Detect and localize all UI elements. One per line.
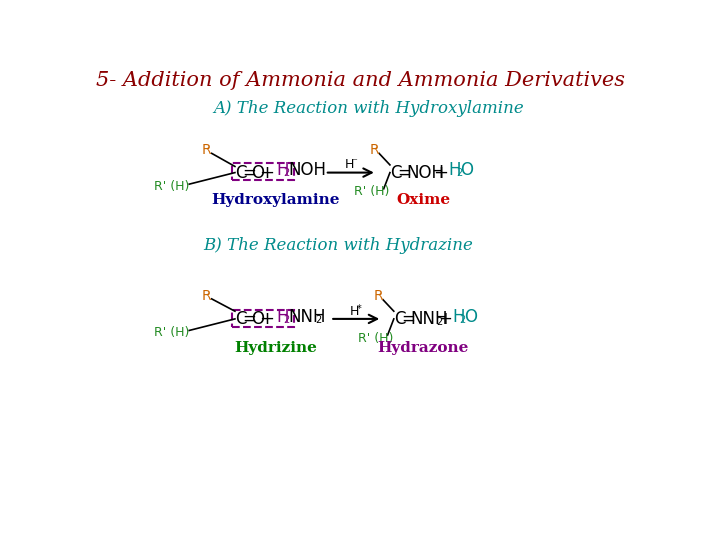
Text: =: = xyxy=(402,310,415,328)
Text: R: R xyxy=(374,289,383,303)
Text: NOH: NOH xyxy=(289,161,326,179)
Text: C: C xyxy=(235,310,246,328)
Text: 2: 2 xyxy=(436,317,443,327)
Text: O: O xyxy=(251,164,264,181)
Text: R' (H): R' (H) xyxy=(354,185,389,198)
Text: B) The Reaction with Hydrazine: B) The Reaction with Hydrazine xyxy=(203,237,473,254)
Text: R' (H): R' (H) xyxy=(358,332,393,345)
Text: 2: 2 xyxy=(284,315,290,325)
Text: 2: 2 xyxy=(284,168,290,178)
Text: 2: 2 xyxy=(456,168,462,178)
Text: +: + xyxy=(438,310,452,328)
Text: C: C xyxy=(235,164,246,181)
Text: NOH: NOH xyxy=(406,164,444,181)
Text: H: H xyxy=(453,308,465,326)
Text: R: R xyxy=(202,143,211,157)
Text: *: * xyxy=(357,304,361,314)
Text: ⁻: ⁻ xyxy=(351,158,357,167)
Text: H: H xyxy=(345,158,354,171)
Text: O: O xyxy=(251,310,264,328)
Text: R' (H): R' (H) xyxy=(153,180,189,193)
Text: NNH: NNH xyxy=(289,308,326,326)
Text: =: = xyxy=(243,164,256,181)
Text: Hydroxylamine: Hydroxylamine xyxy=(212,193,341,206)
Text: +: + xyxy=(259,310,274,328)
Text: R: R xyxy=(202,289,211,303)
Text: Hydrazone: Hydrazone xyxy=(377,341,469,355)
Text: 2: 2 xyxy=(459,315,466,325)
Bar xyxy=(232,164,294,180)
Text: NNH: NNH xyxy=(410,310,448,328)
Text: H: H xyxy=(449,161,462,179)
Text: +: + xyxy=(259,164,274,181)
Text: O: O xyxy=(461,161,474,179)
Text: Hydrizine: Hydrizine xyxy=(235,341,318,355)
Text: R' (H): R' (H) xyxy=(153,326,189,339)
Text: A) The Reaction with Hydroxylamine: A) The Reaction with Hydroxylamine xyxy=(214,100,524,117)
Text: 2: 2 xyxy=(315,315,322,325)
Text: H: H xyxy=(276,161,289,179)
Text: C: C xyxy=(390,164,402,181)
Text: +: + xyxy=(433,164,448,181)
Bar xyxy=(232,309,294,327)
Text: H: H xyxy=(350,305,359,318)
Text: C: C xyxy=(394,310,405,328)
Text: Oxime: Oxime xyxy=(396,193,450,206)
Text: R: R xyxy=(369,143,379,157)
Text: O: O xyxy=(464,308,477,326)
Text: =: = xyxy=(243,310,256,328)
Text: =: = xyxy=(397,164,412,181)
Text: H: H xyxy=(276,308,289,326)
Text: 5- Addition of Ammonia and Ammonia Derivatives: 5- Addition of Ammonia and Ammonia Deriv… xyxy=(96,71,625,90)
